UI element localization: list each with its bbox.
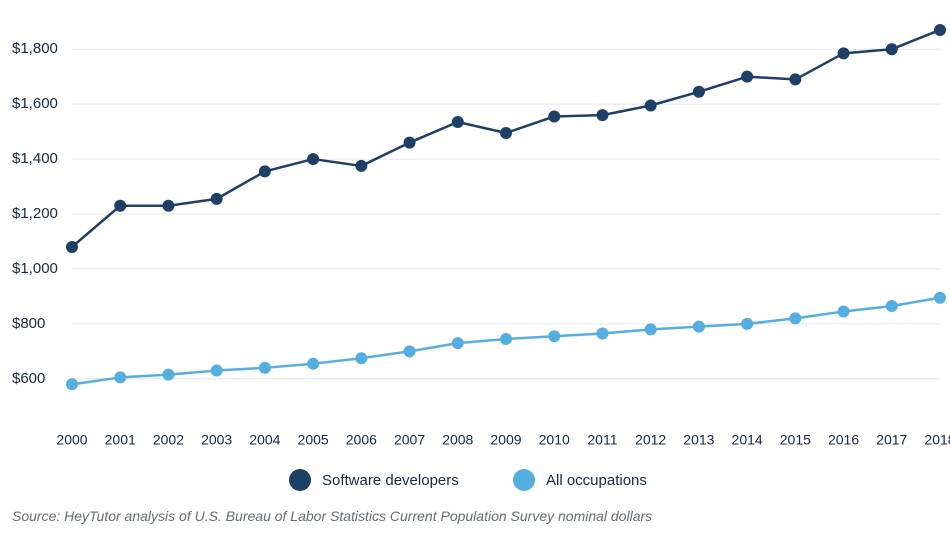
x-axis-tick-label: 2008 — [442, 431, 473, 447]
series-point-software_developers — [66, 241, 78, 253]
series-point-software_developers — [259, 165, 271, 177]
series-point-software_developers — [934, 24, 946, 36]
series-point-all_occupations — [211, 365, 223, 377]
y-axis-tick-label: $1,800 — [12, 40, 58, 57]
x-axis-tick-label: 2013 — [683, 431, 714, 447]
chart-svg: $600 $800 $1,000 $1,200 $1,400 $1,600 $1,800 20… — [0, 0, 950, 538]
x-axis-tick-label: 2007 — [394, 431, 425, 447]
legend-label-software_developers: Software developers — [322, 472, 459, 489]
series-point-all_occupations — [741, 318, 753, 330]
series-point-software_developers — [114, 200, 126, 212]
series-point-software_developers — [307, 153, 319, 165]
x-axis-tick-label: 2009 — [490, 431, 521, 447]
wage-line-chart: $600 $800 $1,000 $1,200 $1,400 $1,600 $1,800 20… — [0, 0, 950, 538]
series-point-software_developers — [548, 110, 560, 122]
x-axis-tick-label: 2014 — [732, 431, 763, 447]
y-axis-tick-label: $1,200 — [12, 205, 58, 222]
x-axis-tick-label: 2006 — [346, 431, 377, 447]
series-point-software_developers — [404, 137, 416, 149]
legend-label-all_occupations: All occupations — [546, 472, 647, 489]
series-point-software_developers — [886, 43, 898, 55]
x-axis-tick-label: 2003 — [201, 431, 232, 447]
series-point-software_developers — [500, 127, 512, 139]
series-point-software_developers — [211, 193, 223, 205]
legend-swatch-software_developers — [289, 469, 311, 491]
legend-swatch-all_occupations — [513, 469, 535, 491]
x-axis-tick-label: 2000 — [56, 431, 87, 447]
series-point-all_occupations — [500, 333, 512, 345]
y-axis-tick-label: $1,400 — [12, 150, 58, 167]
x-axis-tick-label: 2010 — [539, 431, 570, 447]
series-point-software_developers — [741, 71, 753, 83]
series-point-all_occupations — [645, 323, 657, 335]
y-axis-tick-label: $1,600 — [12, 95, 58, 112]
series-point-all_occupations — [452, 337, 464, 349]
series-point-software_developers — [596, 109, 608, 121]
series-point-all_occupations — [114, 371, 126, 383]
series-point-all_occupations — [548, 330, 560, 342]
x-axis-tick-label: 2002 — [153, 431, 184, 447]
series-point-software_developers — [355, 160, 367, 172]
series-point-all_occupations — [934, 292, 946, 304]
x-axis-tick-label: 2011 — [587, 431, 617, 447]
series-point-software_developers — [162, 200, 174, 212]
series-point-all_occupations — [838, 306, 850, 318]
series-point-all_occupations — [404, 345, 416, 357]
series-point-all_occupations — [355, 352, 367, 364]
x-axis-tick-label: 2001 — [105, 431, 136, 447]
series-point-all_occupations — [789, 312, 801, 324]
x-axis-tick-label: 2017 — [876, 431, 907, 447]
series-point-all_occupations — [259, 362, 271, 374]
x-axis-tick-label: 2015 — [780, 431, 811, 447]
series-point-all_occupations — [66, 378, 78, 390]
series-point-software_developers — [693, 86, 705, 98]
series-point-all_occupations — [162, 369, 174, 381]
x-axis-tick-label: 2012 — [635, 431, 666, 447]
y-axis-tick-label: $1,000 — [12, 260, 58, 277]
series-point-software_developers — [452, 116, 464, 128]
series-point-software_developers — [789, 73, 801, 85]
series-point-all_occupations — [596, 327, 608, 339]
source-note: Source: HeyTutor analysis of U.S. Bureau… — [12, 508, 652, 524]
y-axis-tick-label: $600 — [12, 370, 45, 387]
x-axis-tick-label: 2018 — [924, 431, 950, 447]
x-axis-tick-label: 2005 — [298, 431, 329, 447]
y-axis-tick-label: $800 — [12, 315, 45, 332]
series-point-all_occupations — [886, 300, 898, 312]
series-point-software_developers — [645, 100, 657, 112]
series-point-all_occupations — [307, 358, 319, 370]
series-point-all_occupations — [693, 321, 705, 333]
series-point-software_developers — [838, 47, 850, 59]
x-axis-tick-label: 2016 — [828, 431, 859, 447]
x-axis-tick-label: 2004 — [249, 431, 280, 447]
